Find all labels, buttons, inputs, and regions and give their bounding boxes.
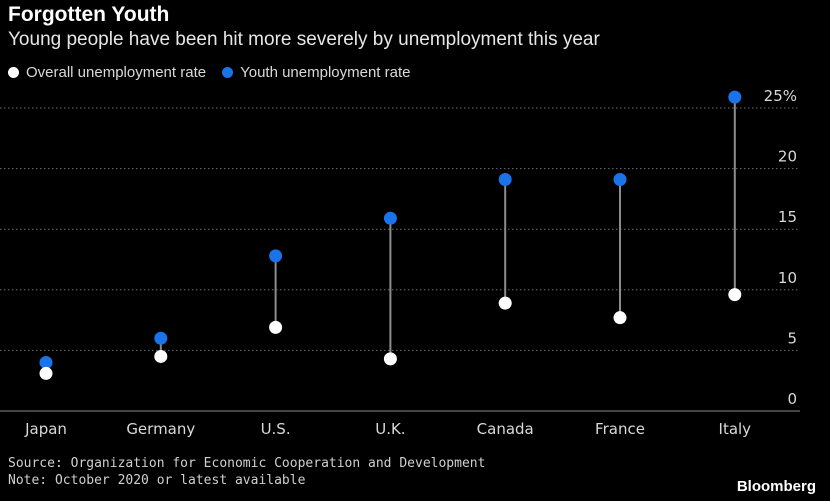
- x-tick-label: Germany: [126, 420, 195, 438]
- y-tick-label: 25%: [764, 87, 797, 105]
- legend-marker-youth: [222, 67, 234, 78]
- overall-rate-point: [383, 352, 397, 366]
- youth-rate-point: [269, 249, 283, 263]
- overall-rate-point: [728, 288, 742, 302]
- x-tick-label: U.K.: [375, 420, 405, 438]
- source-note: Source: Organization for Economic Cooper…: [8, 456, 486, 471]
- legend-label-overall: Overall unemployment rate: [26, 64, 207, 81]
- legend: Overall unemployment rate Youth unemploy…: [8, 64, 426, 81]
- legend-item-youth: Youth unemployment rate: [222, 64, 410, 81]
- legend-label-youth: Youth unemployment rate: [240, 64, 411, 81]
- youth-rate-point: [728, 90, 742, 104]
- youth-rate-point: [154, 331, 168, 345]
- chart-subtitle: Young people have been hit more severely…: [8, 29, 600, 50]
- legend-marker-overall: [8, 67, 19, 78]
- y-tick-label: 15: [778, 208, 797, 226]
- youth-rate-point: [39, 356, 53, 370]
- youth-rate-point: [383, 211, 397, 225]
- x-tick-label: U.S.: [261, 420, 291, 438]
- chart-footer: Source: Organization for Economic Cooper…: [8, 455, 485, 489]
- y-tick-label: 0: [787, 390, 797, 408]
- x-tick-label: Canada: [477, 420, 534, 438]
- overall-rate-point: [269, 320, 283, 334]
- x-tick-label: Japan: [24, 420, 67, 438]
- y-tick-label: 20: [778, 148, 797, 166]
- x-tick-label: France: [595, 420, 645, 438]
- y-tick-label: 5: [787, 329, 797, 347]
- youth-rate-point: [498, 173, 512, 187]
- x-tick-label: Italy: [719, 420, 752, 438]
- y-tick-label: 10: [778, 269, 797, 287]
- overall-rate-point: [498, 296, 512, 310]
- overall-rate-point: [39, 366, 53, 380]
- footnote: Note: October 2020 or latest available: [8, 473, 306, 488]
- brand-logo: Bloomberg: [736, 478, 816, 495]
- overall-rate-point: [613, 311, 627, 325]
- overall-rate-point: [154, 349, 168, 363]
- legend-item-overall: Overall unemployment rate: [8, 64, 206, 81]
- youth-rate-point: [613, 173, 627, 187]
- chart-title: Forgotten Youth: [8, 3, 170, 26]
